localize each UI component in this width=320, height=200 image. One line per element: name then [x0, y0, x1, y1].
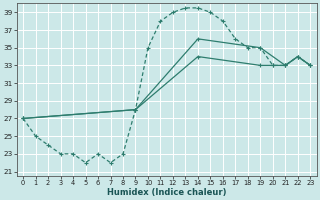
- X-axis label: Humidex (Indice chaleur): Humidex (Indice chaleur): [107, 188, 227, 197]
